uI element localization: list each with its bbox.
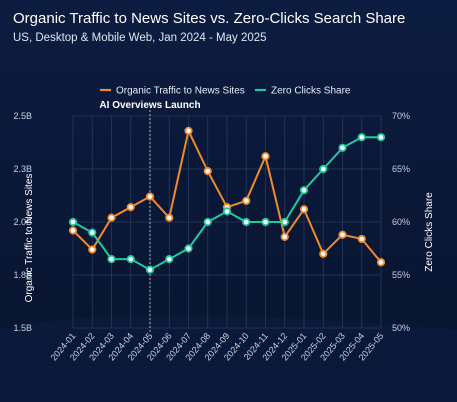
data-point-zero-clicks <box>184 244 193 253</box>
grid <box>72 115 382 329</box>
data-point-zero-clicks <box>68 217 78 227</box>
data-point-traffic <box>280 232 289 241</box>
data-point-traffic <box>338 230 347 239</box>
y2-tick-label: 55% <box>392 270 410 280</box>
y-tick-label: 1.5B <box>13 323 32 333</box>
data-point-traffic <box>165 213 174 222</box>
data-point-zero-clicks <box>242 217 251 227</box>
data-point-zero-clicks <box>145 265 155 274</box>
series-layer <box>68 126 386 274</box>
data-point-zero-clicks <box>261 217 270 227</box>
data-point-traffic <box>319 249 328 258</box>
data-point-traffic <box>126 203 135 212</box>
data-point-traffic <box>299 205 309 214</box>
data-point-zero-clicks <box>319 164 328 174</box>
data-point-traffic <box>145 192 155 201</box>
data-point-traffic <box>357 234 366 244</box>
data-point-zero-clicks <box>222 207 232 216</box>
data-point-traffic <box>107 213 116 222</box>
chart-title: Organic Traffic to News Sites vs. Zero-C… <box>13 10 406 27</box>
data-point-zero-clicks <box>299 186 309 195</box>
y2-tick-label: 65% <box>392 164 410 174</box>
y-tick-label: 2.5B <box>13 111 32 121</box>
data-point-zero-clicks <box>203 217 212 227</box>
legend-label-zero-clicks: Zero Clicks Share <box>271 86 351 97</box>
data-point-traffic <box>261 152 270 161</box>
data-point-traffic <box>376 258 386 267</box>
annotation-label: AI Overviews Launch <box>99 100 200 111</box>
y2-tick-label: 50% <box>392 323 410 333</box>
data-point-zero-clicks <box>338 143 347 152</box>
data-point-zero-clicks <box>165 255 174 264</box>
y-axis-label: Organic Traffic to News Sites <box>24 174 35 303</box>
y-tick-label: 2.3B <box>13 164 32 174</box>
y2-axis-label: Zero Clicks Share <box>424 192 435 272</box>
y-tick-label: 1.8B <box>13 270 32 280</box>
data-point-traffic <box>184 126 193 135</box>
legend: Organic Traffic to News Sites Zero Clicks… <box>100 86 351 97</box>
data-point-zero-clicks <box>88 228 97 237</box>
y-tick-label: 2.0B <box>13 217 32 227</box>
data-point-zero-clicks <box>280 217 289 227</box>
data-point-traffic <box>88 245 97 254</box>
data-point-zero-clicks <box>357 133 366 142</box>
chart-subtitle: US, Desktop & Mobile Web, Jan 2024 - May… <box>13 32 267 44</box>
data-point-traffic <box>68 226 78 235</box>
y2-tick-label: 60% <box>392 217 410 227</box>
y2-tick-label: 70% <box>392 111 410 121</box>
annotation-layer: AI Overviews Launch <box>99 100 201 332</box>
legend-label-traffic: Organic Traffic to News Sites <box>116 86 245 97</box>
data-point-traffic <box>203 167 212 176</box>
data-point-zero-clicks <box>126 255 135 264</box>
data-point-zero-clicks <box>107 255 116 264</box>
data-point-zero-clicks <box>376 133 386 142</box>
data-point-traffic <box>242 196 251 205</box>
